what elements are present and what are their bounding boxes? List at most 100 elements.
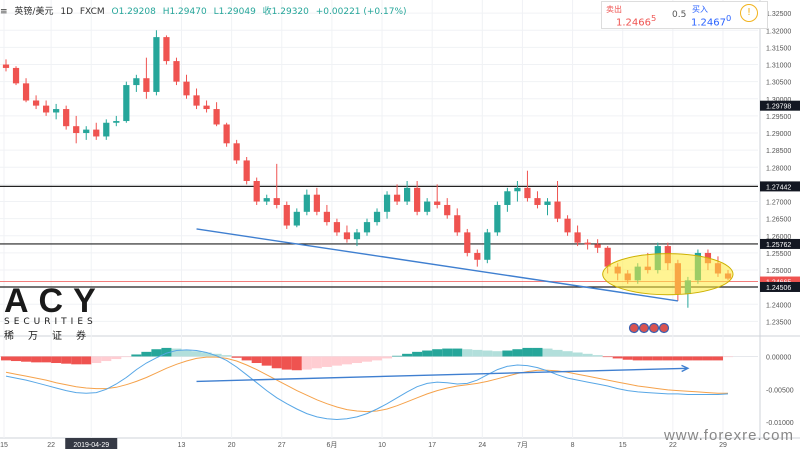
macd-histogram-bar (522, 347, 533, 357)
time-tick: 7月 (517, 441, 528, 449)
macd-histogram-bar (31, 356, 42, 363)
candle-body (203, 105, 210, 110)
macd-histogram-bar (181, 349, 192, 357)
logo-subtext: SECURITIES (4, 317, 97, 327)
time-tick: 15 (619, 442, 627, 449)
price-tick: 1.26500 (766, 217, 791, 224)
candle (464, 228, 471, 257)
price-tick: 1.25500 (766, 251, 791, 258)
macd-histogram-bar (532, 347, 543, 357)
candle-body (424, 201, 431, 212)
macd-histogram-bar (131, 354, 142, 357)
macd-histogram-bar (682, 356, 693, 361)
macd-histogram-bar (341, 356, 352, 365)
candle (424, 198, 431, 216)
candle (323, 204, 330, 226)
candle-body (564, 218, 571, 233)
macd-histogram-bar (512, 349, 523, 357)
candle (564, 215, 571, 236)
candle-body (133, 78, 140, 86)
candle (283, 201, 290, 229)
symbol-name[interactable]: 英镑/美元 (14, 7, 54, 17)
price-tick: 1.29500 (766, 114, 791, 121)
candle (434, 184, 441, 209)
macd-histogram-bar (382, 356, 393, 359)
macd-histogram-bar (492, 351, 503, 357)
price-label-box (760, 238, 800, 249)
date-cursor-box (65, 438, 118, 449)
menu-icon[interactable]: ≡ (0, 7, 8, 17)
candle (484, 228, 491, 264)
buy-button[interactable]: 1.24670 (691, 13, 731, 28)
price-axis[interactable]: 1.32500 1.32000 1.31500 1.31000 1.30500 1.300… (760, 11, 800, 427)
event-flag-icon (638, 322, 650, 334)
candle (393, 184, 401, 205)
macd-histogram-bar (442, 348, 453, 357)
macd-histogram-bar (392, 355, 403, 357)
time-axis[interactable]: 15 22 2019-04-29 13 20 27 6月 10 17 24 7月 8 15 22 29 (0, 438, 727, 449)
macd-histogram-bar (702, 356, 713, 361)
price-label: 1.27442 (766, 184, 791, 191)
candle (373, 208, 381, 226)
timeframe[interactable]: 1D (60, 7, 73, 17)
price-tick: 1.25000 (766, 268, 791, 275)
low-value: L1.29049 (213, 7, 256, 17)
candle (343, 225, 351, 243)
macd-histogram-bar (412, 351, 423, 357)
candle-body (353, 232, 361, 240)
time-tick: 20 (228, 442, 236, 449)
macd-histogram-bar (361, 356, 373, 362)
sell-button[interactable]: 1.24665 (616, 13, 656, 28)
candle (544, 198, 551, 216)
candle-body (454, 215, 461, 233)
macd-histogram-bar (81, 356, 92, 365)
macd-histogram-bar (372, 356, 383, 361)
macd-panel (0, 347, 758, 421)
candle (203, 100, 210, 113)
candle (113, 115, 120, 127)
candle (53, 103, 60, 120)
candle-body (53, 109, 60, 113)
idea-bulb-icon[interactable]: ! (740, 4, 758, 22)
candle (163, 35, 170, 65)
macd-histogram-bar (331, 356, 342, 366)
macd-histogram-bar (241, 356, 252, 361)
macd-histogram-bar (291, 356, 302, 371)
candle (363, 218, 371, 236)
macd-histogram-bar (211, 353, 222, 357)
macd-histogram-bar (572, 352, 583, 357)
candle-body (313, 194, 320, 212)
macd-histogram-bar (41, 356, 52, 363)
price-tick: 1.23500 (766, 319, 791, 326)
time-tick: 24 (478, 442, 486, 449)
macd-histogram-bar (0, 356, 12, 361)
macd-histogram-bar (482, 350, 493, 357)
buy-price: 1.2467 (691, 17, 726, 29)
macd-histogram-bar (472, 349, 483, 357)
macd-histogram-bar (502, 350, 513, 357)
candle-body (113, 121, 120, 123)
macd-histogram-bar (321, 356, 332, 367)
candle-body (574, 232, 581, 243)
candle (103, 119, 110, 140)
arrow-head-icon (681, 364, 690, 373)
price-tick: 1.30500 (766, 80, 791, 87)
macd-histogram-bar (201, 352, 212, 357)
macd-histogram-bar (261, 356, 272, 366)
candle (233, 139, 240, 164)
event-flag-icon (628, 322, 640, 334)
candle (474, 249, 481, 267)
candle-body (173, 61, 180, 82)
macd-histogram-bar (101, 356, 112, 362)
sell-label: 卖出 (606, 5, 622, 14)
candle (263, 194, 270, 205)
candle (303, 189, 310, 216)
candle (63, 105, 70, 130)
candle-body (404, 187, 411, 202)
candle-body (303, 194, 310, 212)
macd-histogram-bar (662, 356, 673, 361)
macd-histogram-bar (602, 356, 613, 358)
price-tick: 1.30000 (766, 97, 791, 104)
candle-body (293, 211, 300, 226)
